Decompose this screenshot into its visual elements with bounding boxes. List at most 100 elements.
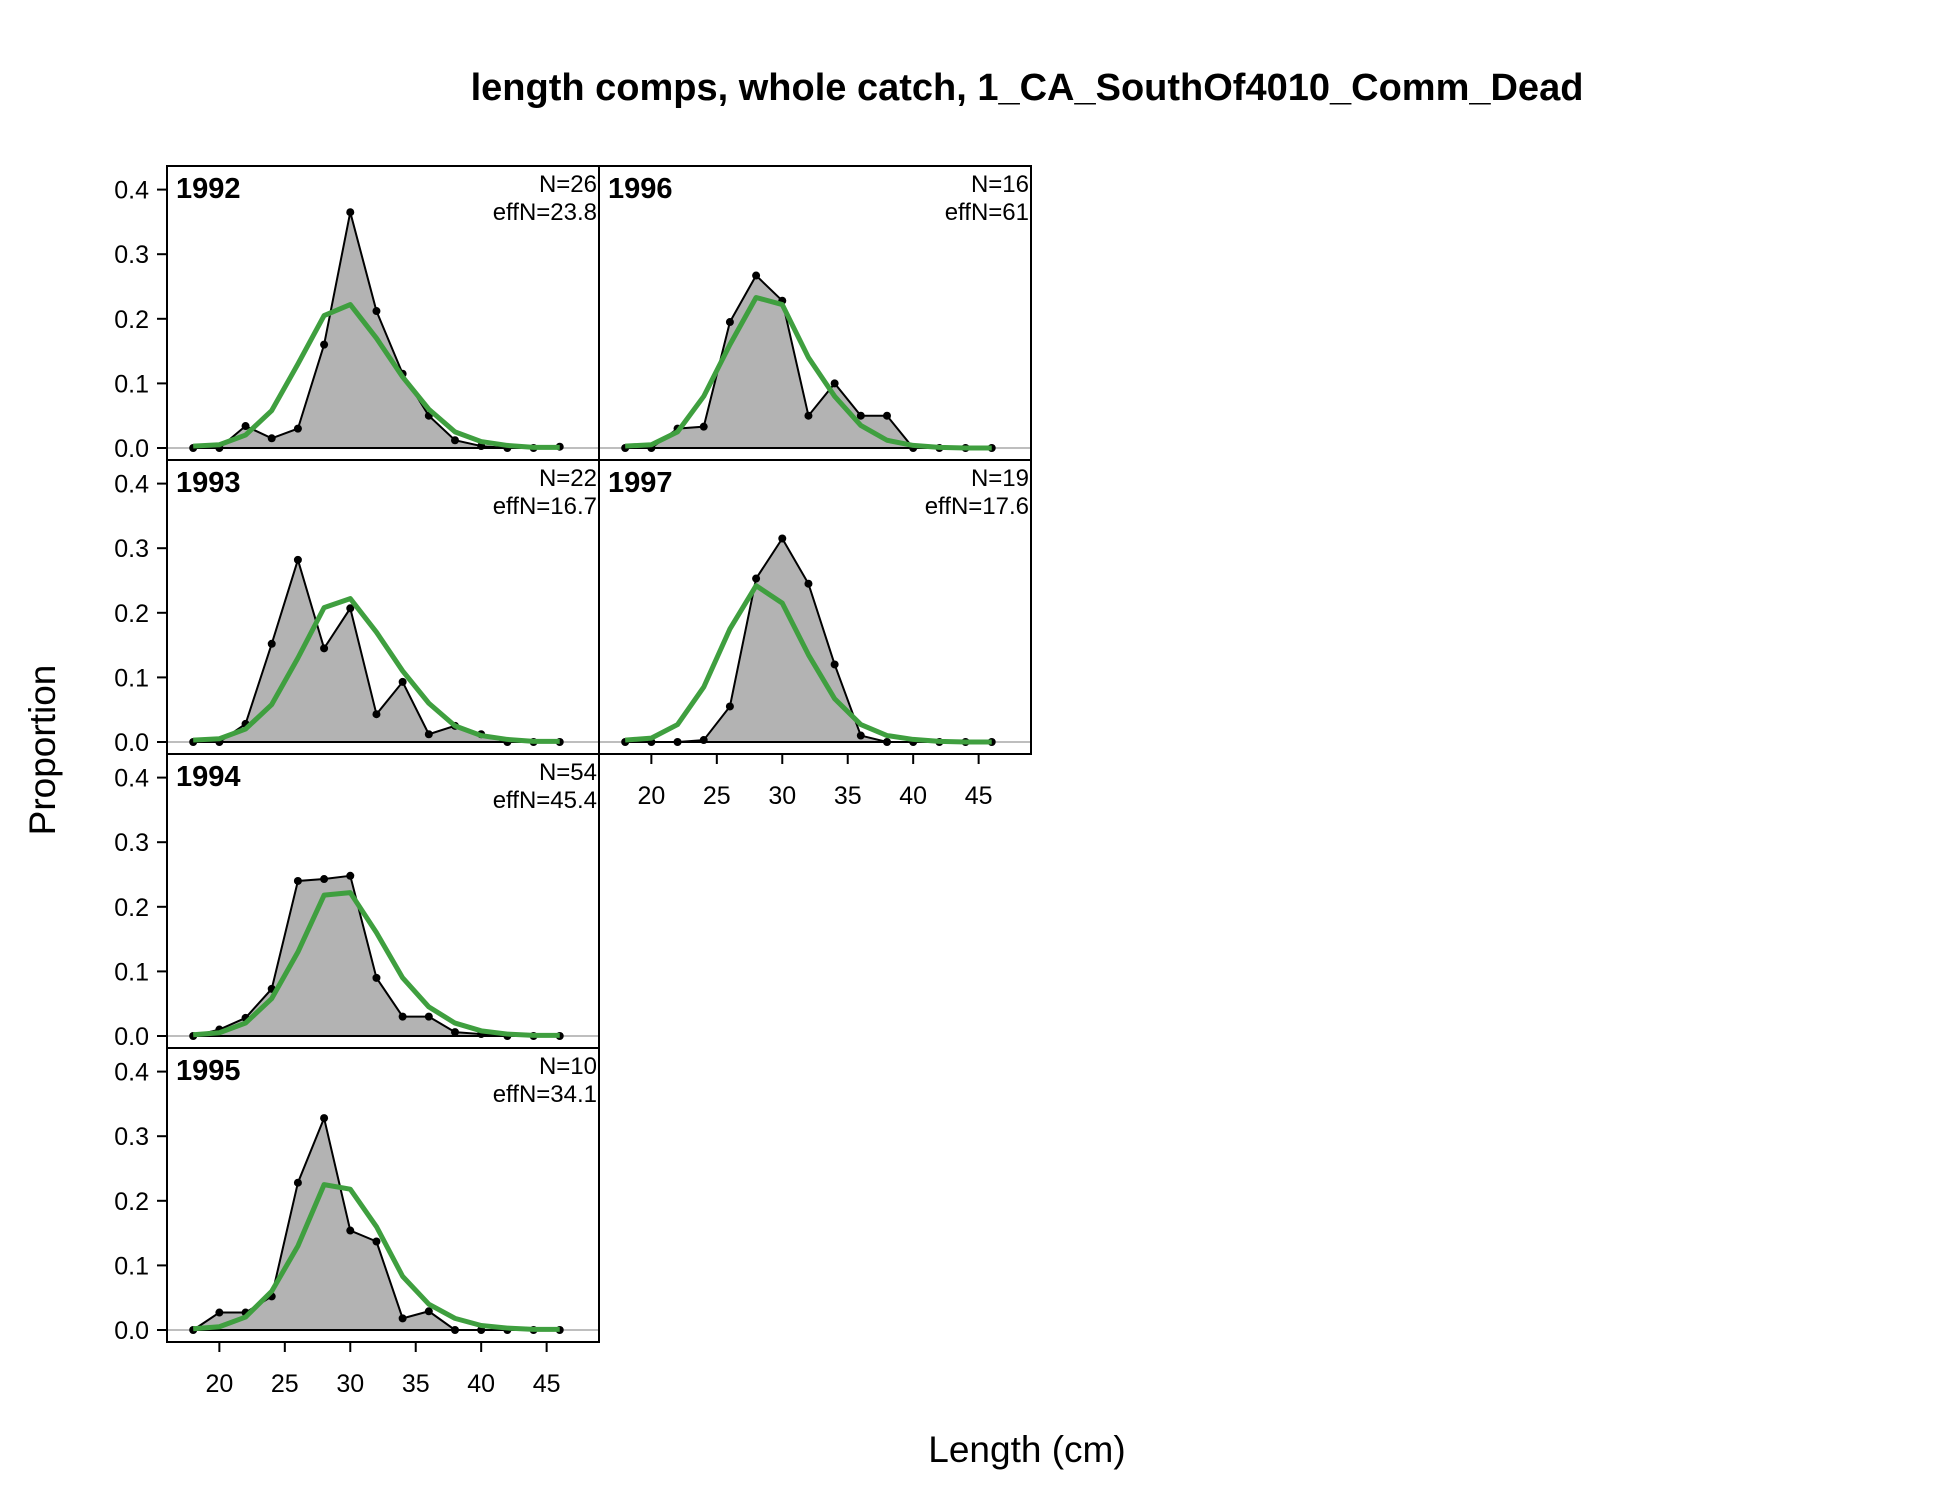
x-tick-label: 30 bbox=[768, 782, 796, 810]
y-tick-label: 0.3 bbox=[114, 241, 149, 269]
observed-point-34 bbox=[398, 1314, 407, 1323]
observed-point-34 bbox=[830, 379, 839, 388]
x-tick-label: 35 bbox=[402, 1370, 430, 1398]
panel-effn-label: effN=61 bbox=[945, 199, 1029, 226]
observed-point-26 bbox=[725, 702, 734, 711]
observed-area bbox=[625, 536, 992, 743]
x-tick-label: 45 bbox=[965, 782, 993, 810]
y-tick-label: 0.2 bbox=[114, 600, 149, 628]
observed-point-26 bbox=[293, 1178, 302, 1187]
panel-year-label: 1992 bbox=[176, 173, 241, 205]
panel-year-label: 1996 bbox=[608, 173, 673, 205]
observed-point-26 bbox=[293, 555, 302, 564]
y-tick-label: 0.0 bbox=[114, 1023, 149, 1051]
observed-point-32 bbox=[804, 411, 813, 420]
observed-point-36 bbox=[424, 1012, 433, 1021]
panel-effn-label: effN=23.8 bbox=[493, 199, 597, 226]
observed-point-38 bbox=[883, 738, 891, 746]
observed-point-30 bbox=[346, 871, 355, 880]
observed-point-34 bbox=[398, 1012, 407, 1021]
y-tick-label: 0.2 bbox=[114, 1188, 149, 1216]
observed-point-28 bbox=[320, 644, 329, 653]
expected-line bbox=[193, 302, 560, 450]
observed-point-32 bbox=[804, 579, 813, 588]
panel-effn-label: effN=17.6 bbox=[925, 493, 1029, 520]
panel-n-label: N=26 bbox=[539, 171, 597, 198]
x-tick-label: 25 bbox=[271, 1370, 299, 1398]
observed-point-34 bbox=[830, 660, 839, 669]
x-tick-label: 25 bbox=[703, 782, 731, 810]
observed-point-38 bbox=[883, 411, 891, 420]
panel-effn-label: effN=16.7 bbox=[493, 493, 597, 520]
observed-point-24 bbox=[267, 639, 276, 648]
y-tick-label: 0.4 bbox=[114, 1059, 149, 1087]
observed-point-32 bbox=[372, 710, 381, 719]
observed-point-24 bbox=[267, 434, 276, 443]
observed-point-26 bbox=[725, 318, 734, 327]
expected-line bbox=[624, 583, 992, 745]
observed-point-28 bbox=[752, 271, 761, 280]
observed-point-32 bbox=[372, 1237, 381, 1246]
y-tick-label: 0.2 bbox=[114, 894, 149, 922]
expected-line bbox=[192, 1182, 560, 1332]
observed-point-26 bbox=[293, 424, 302, 433]
y-tick-label: 0.1 bbox=[114, 958, 149, 986]
y-tick-label: 0.4 bbox=[114, 765, 149, 793]
observed-point-28 bbox=[320, 340, 329, 349]
panel-year-label: 1995 bbox=[176, 1055, 241, 1087]
observed-point-28 bbox=[320, 1114, 329, 1123]
observed-point-28 bbox=[320, 875, 329, 884]
observed-point-32 bbox=[372, 307, 381, 316]
observed-point-22 bbox=[241, 422, 250, 431]
y-tick-label: 0.4 bbox=[114, 471, 149, 499]
y-tick-label: 0.0 bbox=[114, 729, 149, 757]
observed-point-24 bbox=[699, 736, 708, 745]
panel-border bbox=[598, 459, 1032, 755]
y-tick-label: 0.1 bbox=[114, 664, 149, 692]
y-tick-label: 0.1 bbox=[114, 1252, 149, 1280]
x-tick-label: 45 bbox=[533, 1370, 561, 1398]
x-tick-label: 40 bbox=[899, 782, 927, 810]
x-tick-label: 35 bbox=[834, 782, 862, 810]
y-tick-label: 0.3 bbox=[114, 535, 149, 563]
observed-point-30 bbox=[346, 1226, 355, 1235]
observed-point-38 bbox=[451, 1326, 459, 1334]
panel-n-label: N=10 bbox=[539, 1053, 597, 1080]
observed-point-36 bbox=[424, 730, 433, 739]
expected-line bbox=[625, 294, 992, 451]
observed-point-24 bbox=[699, 422, 708, 431]
chart-title: length comps, whole catch, 1_CA_SouthOf4… bbox=[471, 67, 1584, 109]
observed-point-22 bbox=[673, 738, 682, 746]
observed-point-20 bbox=[215, 1308, 224, 1317]
observed-point-36 bbox=[424, 1307, 433, 1316]
observed-area bbox=[193, 211, 561, 449]
y-tick-label: 0.0 bbox=[114, 435, 149, 463]
y-tick-label: 0.2 bbox=[114, 306, 149, 334]
x-tick-label: 40 bbox=[467, 1370, 495, 1398]
observed-point-36 bbox=[856, 731, 865, 740]
x-tick-label: 20 bbox=[205, 1370, 233, 1398]
expected-line bbox=[193, 596, 560, 744]
observed-point-36 bbox=[856, 411, 865, 420]
y-tick-label: 0.1 bbox=[114, 370, 149, 398]
observed-point-32 bbox=[372, 973, 381, 982]
y-tick-label: 0.0 bbox=[114, 1317, 149, 1345]
y-tick-label: 0.4 bbox=[114, 177, 149, 205]
observed-point-38 bbox=[451, 436, 459, 445]
observed-area bbox=[192, 874, 560, 1037]
panel-n-label: N=54 bbox=[539, 759, 597, 786]
y-axis-title: Proportion bbox=[22, 665, 63, 836]
panel-year-label: 1993 bbox=[176, 467, 241, 499]
x-tick-label: 30 bbox=[336, 1370, 364, 1398]
panel-n-label: N=22 bbox=[539, 465, 597, 492]
observed-point-26 bbox=[293, 876, 302, 885]
x-tick-label: 20 bbox=[637, 782, 665, 810]
panel-effn-label: effN=45.4 bbox=[493, 787, 597, 814]
y-tick-label: 0.3 bbox=[114, 1123, 149, 1151]
observed-point-30 bbox=[346, 604, 355, 613]
